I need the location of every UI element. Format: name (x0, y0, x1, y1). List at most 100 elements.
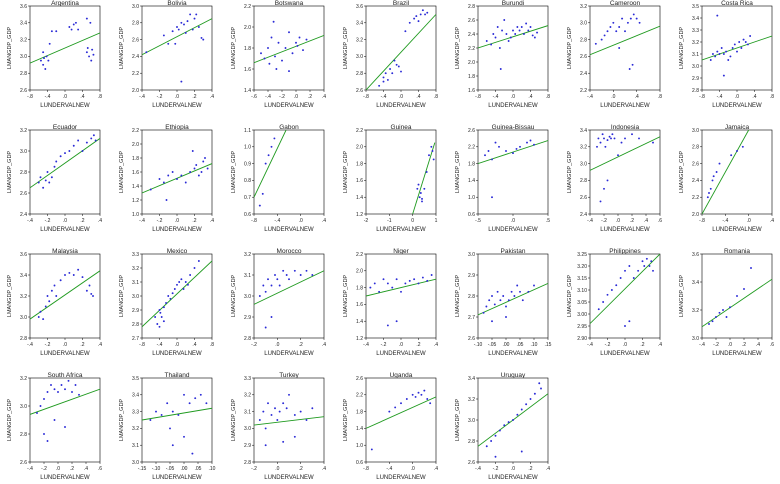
y-tick-label: 0.6 (356, 460, 363, 466)
data-point (417, 282, 420, 285)
data-point (94, 139, 97, 142)
y-axis-label: LMANGDP_GDP (231, 399, 237, 442)
y-tick-label: 1.4 (244, 88, 251, 94)
data-point (77, 28, 80, 31)
fit-line (254, 270, 324, 305)
y-tick-label: 3.4 (468, 376, 475, 382)
y-tick-label: 3.4 (356, 21, 363, 27)
data-point (206, 167, 209, 170)
data-point (494, 455, 497, 458)
data-point (744, 41, 747, 43)
data-point (712, 175, 715, 178)
y-tick-label: 2.0 (468, 60, 475, 66)
data-point (499, 68, 502, 70)
data-point (43, 398, 45, 400)
data-point (531, 34, 534, 37)
data-point (491, 158, 493, 161)
data-point (615, 284, 618, 287)
x-tick-label: -.4 (722, 218, 728, 224)
data-point (397, 65, 400, 68)
data-point (288, 70, 290, 73)
x-tick-label: .0 (175, 94, 179, 100)
panel-title: Indonesia (611, 124, 640, 131)
data-point (505, 33, 508, 35)
data-point (195, 164, 198, 166)
x-axis-label: LUNDERVALNEW (152, 103, 202, 109)
data-point (267, 154, 270, 157)
data-point (158, 309, 161, 311)
x-tick-label: -.4 (27, 218, 33, 224)
x-axis-label: LUNDERVALNEW (376, 103, 426, 109)
data-point (268, 62, 271, 65)
data-point (158, 178, 161, 180)
data-point (612, 21, 615, 24)
y-tick-label: 3.0 (244, 294, 251, 300)
x-tick-label: .2 (80, 218, 84, 224)
y-axis-label: LMANGDP_GDP (343, 399, 349, 442)
plot-frame (29, 377, 101, 463)
data-point (430, 274, 433, 276)
data-point (184, 31, 187, 34)
y-axis-label: LMANGDP_GDP (455, 399, 461, 442)
data-point (533, 392, 536, 395)
x-tick-label: -.10 (474, 342, 483, 348)
x-tick-label: -.2 (605, 342, 611, 348)
y-tick-label: 3.6 (356, 4, 363, 10)
data-point (382, 76, 385, 79)
data-point (39, 310, 42, 313)
fit-line (702, 35, 772, 61)
x-tick-label: -.2 (157, 218, 163, 224)
data-point (37, 181, 40, 184)
data-point (711, 179, 714, 182)
data-point (498, 145, 500, 148)
data-point (299, 274, 302, 276)
x-tick-label: .6 (770, 342, 774, 348)
data-point (53, 165, 56, 168)
data-point (600, 38, 603, 41)
data-point (191, 150, 194, 152)
data-point (610, 137, 612, 140)
data-point (643, 265, 646, 267)
x-tick-label: .0 (735, 94, 739, 100)
data-point (525, 403, 528, 406)
x-tick-label: .4 (322, 342, 326, 348)
data-point (186, 20, 189, 23)
data-point (617, 154, 619, 157)
y-tick-label: 1.6 (356, 178, 363, 184)
data-point (638, 137, 640, 140)
data-point (641, 260, 644, 263)
data-point (288, 278, 290, 281)
data-point (55, 295, 58, 297)
data-point (416, 187, 419, 190)
fit-line (30, 388, 100, 415)
data-point (419, 13, 422, 16)
plot-area (254, 20, 324, 73)
panel-title: Guinea-Bissau (492, 124, 535, 131)
x-tick-label: .0 (175, 218, 179, 224)
y-tick-label: 2.6 (580, 195, 587, 201)
data-point (501, 29, 504, 32)
x-tick-label: .4 (98, 342, 102, 348)
y-tick-label: 3.2 (356, 37, 363, 43)
data-point (725, 50, 728, 53)
data-point (720, 47, 723, 49)
data-point (258, 419, 261, 421)
data-point (72, 23, 75, 26)
data-point (408, 279, 411, 282)
data-point (288, 31, 290, 34)
data-point (263, 57, 266, 60)
x-tick-label: .4 (416, 94, 420, 100)
data-point (521, 299, 524, 302)
x-tick-label: .4 (322, 94, 326, 100)
data-point (421, 200, 423, 203)
chart-panel-cameroon: Cameroon -.4 .0 .4 .8 2.2 2.4 2.6 2.8 3.0 3.2 LUNDE… (567, 0, 662, 109)
data-point (706, 196, 709, 199)
data-point (171, 171, 174, 173)
y-axis-label: LMANGDP_GDP (343, 27, 349, 70)
data-point (202, 38, 205, 41)
data-point (606, 139, 609, 142)
data-point (154, 316, 157, 318)
y-tick-label: 2.6 (692, 161, 699, 167)
data-point (298, 36, 301, 39)
y-tick-label: 2.9 (132, 308, 139, 314)
